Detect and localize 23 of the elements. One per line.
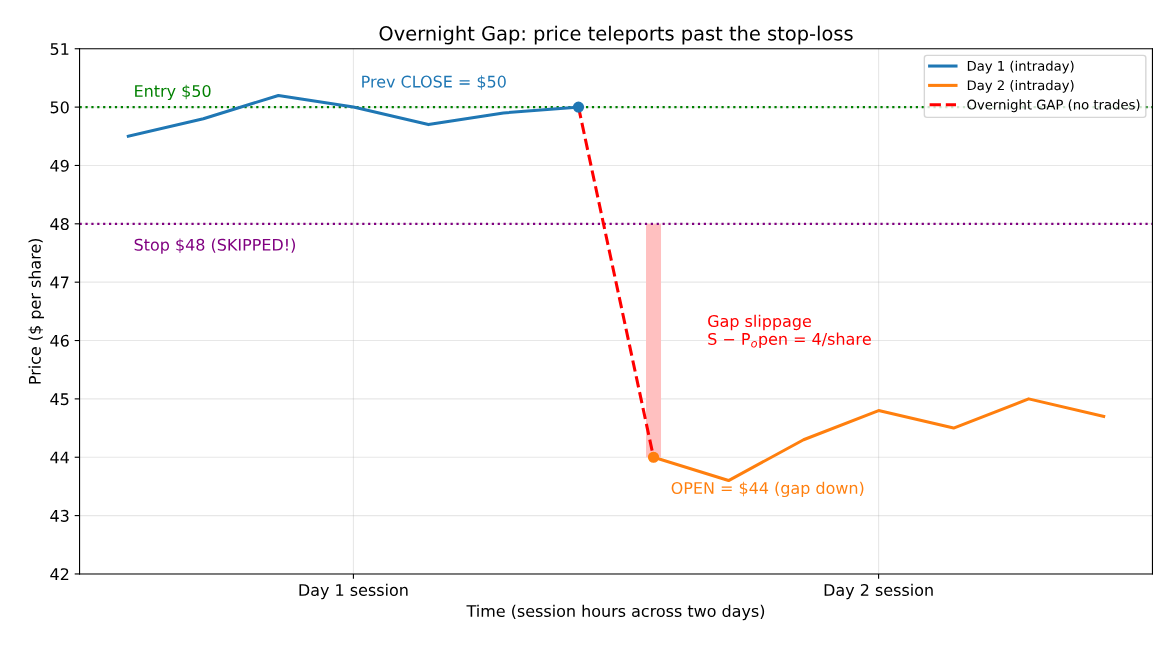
y-tick-label: 42 — [50, 568, 69, 581]
y-tick-label: 48 — [50, 218, 69, 231]
legend-label: Day 1 (intraday) — [967, 60, 1074, 74]
legend-label: Day 2 (intraday) — [967, 79, 1074, 93]
ref-line-label: Entry $50 — [135, 84, 211, 101]
x-axis-title: Time (session hours across two days) — [466, 604, 765, 621]
y-tick-label: 46 — [50, 334, 69, 347]
y-axis-title: Price ($ per share) — [28, 238, 44, 384]
x-tick-label: Day 2 session — [824, 583, 933, 600]
chart-title: Overnight Gap: price teleports past the stop-loss — [379, 25, 853, 45]
y-tick-label: 47 — [50, 276, 69, 289]
ref-line-label: Stop $48 (SKIPPED!) — [134, 238, 295, 254]
annotation: Gap slippage S − P$_{o}$pen = 4/share — [708, 314, 871, 349]
y-tick-label: 49 — [50, 159, 69, 172]
y-tick-label: 45 — [50, 393, 69, 406]
legend-label: Overnight GAP (no trades) — [967, 99, 1140, 113]
annotation: OPEN = $44 (gap down) — [671, 481, 864, 498]
y-tick-label: 51 — [50, 43, 69, 56]
x-tick-label: Day 1 session — [299, 583, 408, 600]
annotation: Prev CLOSE = $50 — [362, 75, 506, 90]
y-tick-label: 44 — [50, 451, 69, 464]
y-tick-label: 50 — [50, 101, 69, 114]
y-tick-label: 43 — [50, 509, 69, 522]
